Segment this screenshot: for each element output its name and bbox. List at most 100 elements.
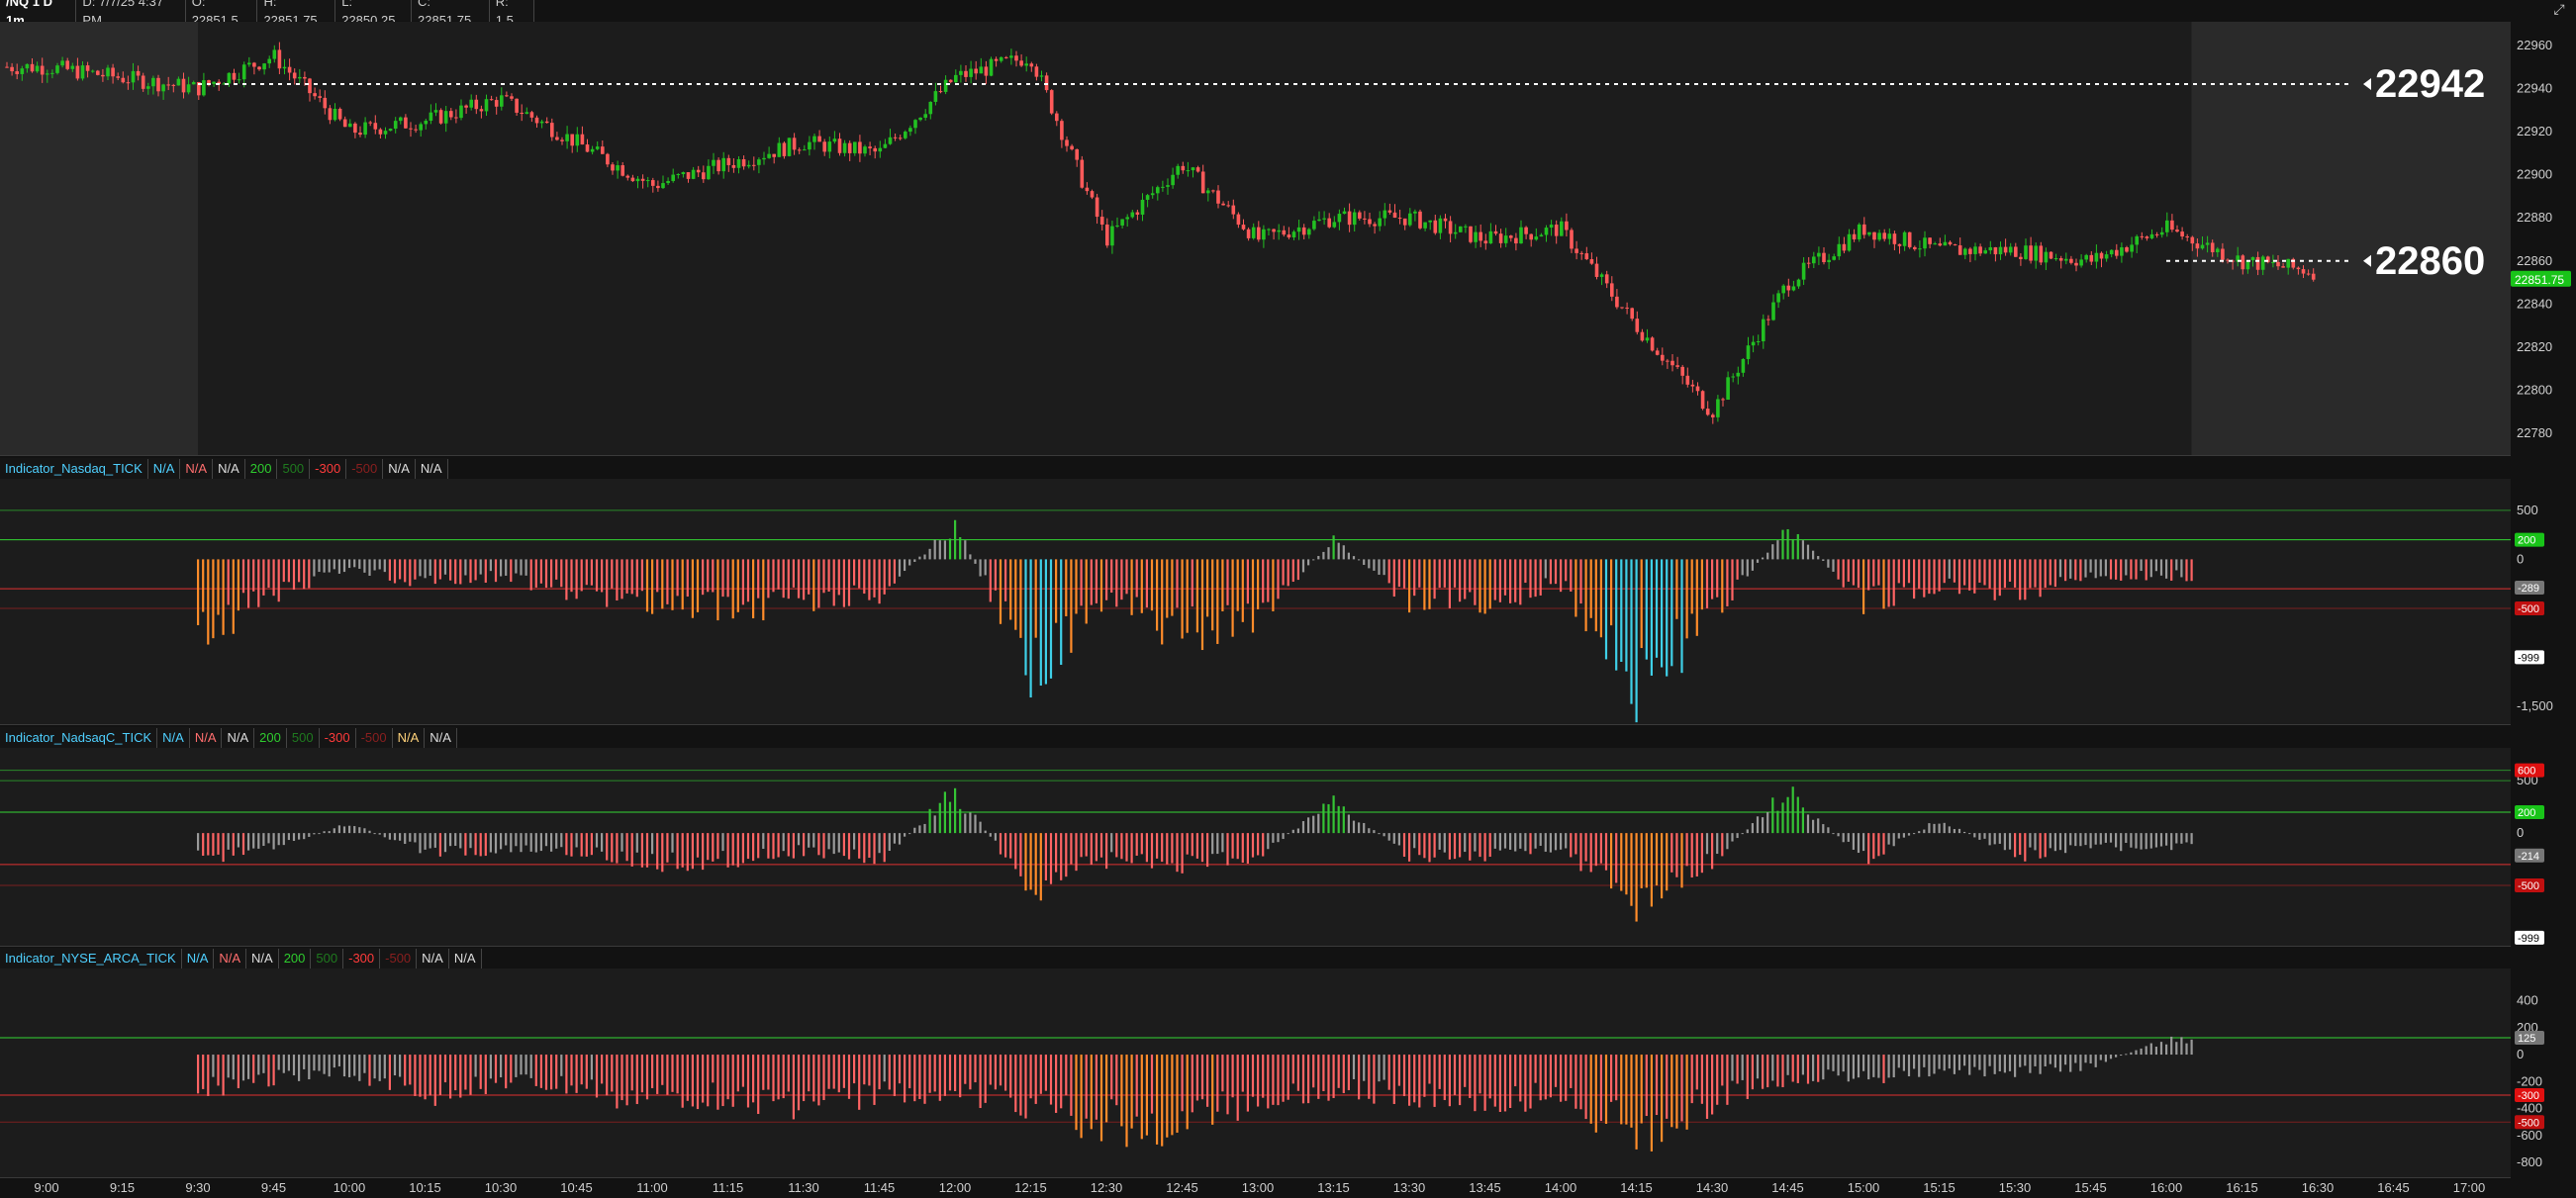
tick-bar — [1443, 559, 1446, 588]
tick-bar — [489, 833, 492, 853]
tick-bar — [1726, 833, 1729, 850]
tick-bar — [1589, 559, 1592, 618]
tick-bar — [1721, 1055, 1724, 1086]
tick-bar — [1166, 833, 1169, 865]
tick-bar — [2180, 833, 2183, 844]
tick-bar — [378, 1055, 381, 1081]
price-chart-pane[interactable]: 22960 22940 22920 22900 22880 22860 22840 22820… — [0, 22, 2576, 456]
tick-bar — [2008, 1055, 2012, 1071]
nasdaqc-tick-pane[interactable]: 500 0 600 200 -214 -500 -999 — [0, 748, 2576, 947]
tick-badge — [2515, 1087, 2544, 1102]
tick-bar — [388, 833, 391, 840]
indicator-name[interactable]: Indicator_Nasdaq_TICK — [0, 459, 148, 479]
tick-bar — [1024, 833, 1027, 891]
tick-bar — [1186, 1055, 1189, 1130]
candle — [858, 141, 862, 154]
candle — [1216, 190, 1220, 204]
candle — [15, 71, 19, 74]
tick-bar — [1363, 1055, 1366, 1081]
indicator-value: N/A — [180, 459, 214, 479]
tick-bar — [1408, 833, 1411, 862]
tick-bar — [1817, 818, 1820, 834]
tick-bar — [1034, 833, 1037, 895]
candle — [2190, 236, 2195, 244]
tick-bar — [1751, 823, 1754, 834]
collapse-icon[interactable]: ⤢ — [2553, 2, 2565, 18]
candle — [1584, 253, 1589, 260]
tick-bar — [878, 833, 881, 854]
candle — [520, 112, 524, 115]
tick-bar — [353, 559, 356, 568]
candle — [847, 142, 852, 153]
tick-bar — [999, 1055, 1002, 1086]
indicator-name[interactable]: Indicator_NadsaqC_TICK — [0, 728, 158, 748]
candle — [1887, 233, 1892, 239]
candle — [1645, 337, 1650, 341]
indicator-name[interactable]: Indicator_NYSE_ARCA_TICK — [0, 949, 182, 968]
candle — [10, 66, 14, 72]
tick-bar — [2024, 559, 2027, 600]
tick-bar — [661, 559, 664, 609]
candle — [888, 137, 893, 144]
candle — [176, 78, 181, 86]
tick-bar — [1519, 1055, 1522, 1102]
candle — [2306, 273, 2311, 275]
time-tick-label: 12:00 — [939, 1180, 972, 1195]
tick-bar — [651, 1055, 654, 1089]
candle — [1368, 219, 1372, 225]
candle — [171, 84, 176, 86]
tick-bar — [1161, 559, 1164, 645]
tick-bar — [1373, 830, 1376, 834]
tick-bar — [1842, 1055, 1845, 1072]
tick-bar — [2099, 559, 2102, 577]
candle — [908, 128, 912, 133]
tick-bar — [1650, 1055, 1653, 1152]
tick-bar — [1645, 833, 1648, 888]
tick-bar — [1039, 559, 1042, 687]
tick-bar — [237, 559, 239, 611]
tick-bar — [1459, 1055, 1462, 1106]
price-axis-tick: 22900 — [2517, 167, 2552, 182]
tick-bar — [984, 559, 987, 576]
tick-bar — [2180, 1037, 2183, 1056]
tick-bar — [1014, 1055, 1017, 1113]
tick-bar — [1085, 559, 1088, 624]
tick-badge — [2515, 763, 2544, 778]
tick-bar — [1762, 557, 1765, 560]
candle — [1610, 283, 1614, 297]
tick-bar — [954, 1055, 957, 1092]
tick-bar — [277, 833, 280, 846]
tick-bar — [1887, 833, 1890, 845]
tick-bar — [544, 1055, 548, 1090]
nasdaq-tick-pane[interactable]: 500 0 -1,500 200 -289 -500 -999 — [0, 479, 2576, 725]
candle — [2125, 246, 2129, 252]
tick-bar — [640, 1055, 643, 1093]
candle — [126, 82, 131, 84]
price-chart[interactable]: 2296022940229202290022880228602284022820… — [0, 22, 2576, 455]
nyse-arca-tick-pane[interactable]: 400 200 0 -200 -400 -600 -800 125 -300 -500 — [0, 968, 2576, 1178]
tick-bar — [1514, 559, 1517, 602]
tick-bar — [1200, 833, 1204, 863]
tick-bar — [2079, 833, 2082, 847]
tick-bar — [1296, 1055, 1299, 1091]
tick-bar — [782, 833, 785, 852]
candle — [2281, 266, 2285, 268]
tick-bar — [313, 1055, 316, 1071]
tick-bar — [883, 833, 886, 863]
tick-bar — [1115, 1055, 1118, 1106]
tick-bar — [1075, 833, 1078, 872]
tick-bar — [318, 833, 321, 835]
candle — [741, 158, 746, 167]
tick-bar — [1408, 559, 1411, 613]
tick-bar — [443, 833, 447, 853]
tick-bar — [635, 1055, 638, 1105]
tick-bar — [1342, 545, 1345, 560]
candle — [1736, 372, 1741, 377]
tick-bar — [1211, 1055, 1214, 1125]
candle — [489, 99, 494, 101]
tick-bar — [308, 1055, 311, 1080]
tick-bar — [943, 540, 946, 560]
